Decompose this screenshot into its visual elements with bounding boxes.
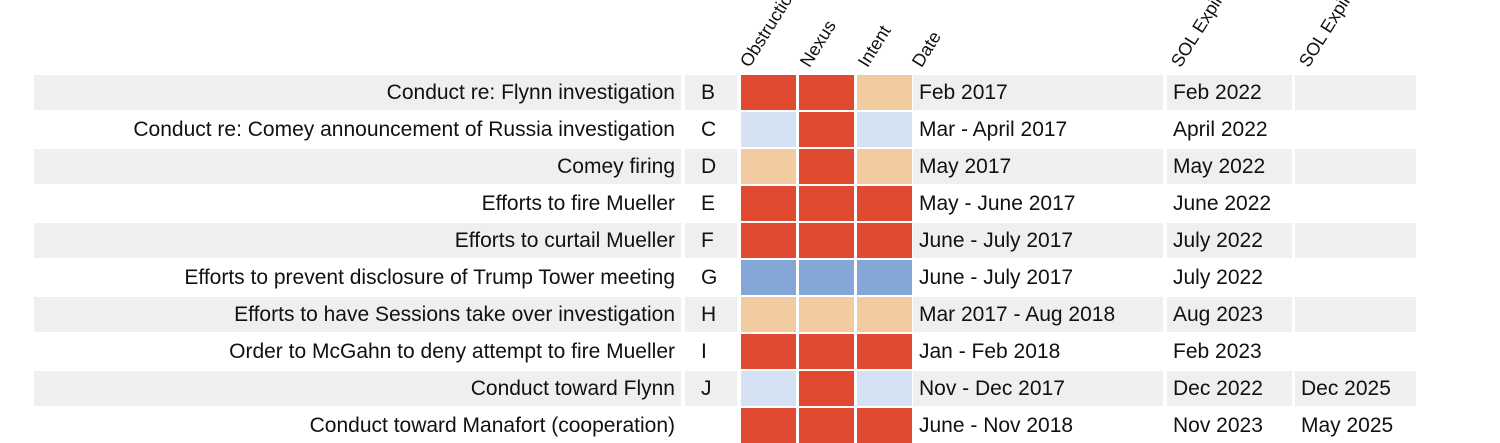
row-sol-expiration-1: July 2022 (1167, 223, 1292, 258)
row-label: Conduct re: Comey announcement of Russia… (133, 118, 675, 141)
row-sol-expiration-1: April 2022 (1173, 118, 1268, 141)
rating-cell-obstruction (741, 149, 796, 184)
header-sol-2: SOL Expiration (1294, 0, 1376, 71)
row-letter: G (701, 266, 718, 289)
row-letter: I (701, 340, 707, 363)
row-date: Nov - Dec 2017 (913, 371, 1163, 406)
rating-cell-obstruction (741, 297, 796, 332)
row-date: Feb 2017 (913, 75, 1163, 110)
row-sol-expiration-2 (1295, 297, 1416, 332)
rating-cell-nexus (799, 297, 854, 332)
rating-cell-nexus (799, 371, 854, 406)
table-row: Efforts to have Sessions take over inves… (0, 297, 1500, 332)
rating-cell-nexus (799, 223, 854, 258)
row-date: May 2017 (913, 149, 1163, 184)
row-sol-expiration-2 (1295, 149, 1416, 184)
header-nexus: Nexus (795, 16, 840, 71)
rating-cell-obstruction (741, 186, 796, 221)
row-letter: H (685, 297, 737, 332)
row-sol-expiration-2: May 2025 (1301, 414, 1394, 437)
row-date: June - Nov 2018 (919, 414, 1074, 437)
row-sol-expiration-1: Feb 2022 (1167, 75, 1292, 110)
row-label: Efforts to curtail Mueller (34, 223, 681, 258)
row-sol-expiration-2 (1295, 186, 1416, 221)
rating-cell-obstruction (741, 112, 796, 147)
row-label: Conduct toward Manafort (cooperation) (309, 414, 675, 437)
row-label: Efforts to fire Mueller (481, 192, 675, 215)
row-date: June - July 2017 (919, 266, 1074, 289)
rating-cell-obstruction (741, 371, 796, 406)
rating-cell-intent (857, 260, 912, 295)
row-date: June - July 2017 (913, 223, 1163, 258)
header-sol-1: SOL Expiration (1166, 0, 1248, 71)
rating-cell-intent (857, 371, 912, 406)
row-letter: C (701, 118, 717, 141)
rating-cell-nexus (799, 112, 854, 147)
row-letter (685, 408, 737, 443)
row-sol-expiration-1: June 2022 (1173, 192, 1272, 215)
rating-cell-obstruction (741, 260, 796, 295)
rating-cell-intent (857, 408, 912, 443)
row-label: Conduct toward Flynn (34, 371, 681, 406)
table-row: Conduct toward Manafort (cooperation) Jun… (0, 408, 1500, 443)
header-intent: Intent (853, 21, 895, 71)
header-obstruction: Obstruction (735, 0, 802, 71)
rating-cell-obstruction (741, 334, 796, 369)
row-sol-expiration-2 (1295, 223, 1416, 258)
row-sol-expiration-1: Dec 2022 (1167, 371, 1292, 406)
table-row: Conduct re: Comey announcement of Russia… (0, 112, 1500, 147)
rating-cell-intent (857, 112, 912, 147)
rating-cell-obstruction (741, 75, 796, 110)
row-date: Jan - Feb 2018 (919, 340, 1061, 363)
rating-cell-nexus (799, 149, 854, 184)
rating-cell-intent (857, 297, 912, 332)
rating-cell-nexus (799, 75, 854, 110)
rating-cell-nexus (799, 260, 854, 295)
row-sol-expiration-1: July 2022 (1173, 266, 1263, 289)
table-row: Conduct toward Flynn J Nov - Dec 2017 Dec 2… (0, 371, 1500, 406)
row-letter: E (701, 192, 716, 215)
rating-cell-obstruction (741, 223, 796, 258)
row-sol-expiration-1: Feb 2023 (1173, 340, 1262, 363)
rating-cell-intent (857, 334, 912, 369)
row-date: Mar - April 2017 (919, 118, 1068, 141)
row-label: Comey firing (34, 149, 681, 184)
table-row: Efforts to curtail Mueller F June - July 2… (0, 223, 1500, 258)
rating-cell-obstruction (741, 408, 796, 443)
row-label: Conduct re: Flynn investigation (34, 75, 681, 110)
table-row: Efforts to prevent disclosure of Trump T… (0, 260, 1500, 295)
row-sol-expiration-2 (1295, 260, 1416, 295)
table-row: Conduct re: Flynn investigation B Feb 2017… (0, 75, 1500, 110)
row-sol-expiration-2 (1295, 334, 1416, 369)
row-label: Efforts to have Sessions take over inves… (34, 297, 681, 332)
rating-cell-nexus (799, 334, 854, 369)
row-date: May - June 2017 (919, 192, 1076, 215)
table-row: Order to McGahn to deny attempt to fire … (0, 334, 1500, 369)
row-letter: J (685, 371, 737, 406)
rating-cell-intent (857, 149, 912, 184)
row-letter: D (685, 149, 737, 184)
rating-cell-nexus (799, 186, 854, 221)
row-label: Order to McGahn to deny attempt to fire … (229, 340, 675, 363)
row-sol-expiration-1: Aug 2023 (1167, 297, 1292, 332)
rating-cell-intent (857, 186, 912, 221)
table-row: Efforts to fire Mueller E May - June 2017 J… (0, 186, 1500, 221)
rating-cell-intent (857, 75, 912, 110)
row-sol-expiration-2 (1295, 75, 1416, 110)
row-sol-expiration-1: Nov 2023 (1173, 414, 1263, 437)
row-letter: B (685, 75, 737, 110)
row-sol-expiration-2: Dec 2025 (1295, 371, 1416, 406)
row-label: Efforts to prevent disclosure of Trump T… (184, 266, 675, 289)
row-date: Mar 2017 - Aug 2018 (913, 297, 1163, 332)
row-sol-expiration-2 (1295, 112, 1416, 147)
row-sol-expiration-1: May 2022 (1167, 149, 1292, 184)
table-row: Comey firing D May 2017 May 2022 (0, 149, 1500, 184)
row-letter: F (685, 223, 737, 258)
header-date: Date (907, 27, 946, 71)
rating-cell-nexus (799, 408, 854, 443)
rating-cell-intent (857, 223, 912, 258)
